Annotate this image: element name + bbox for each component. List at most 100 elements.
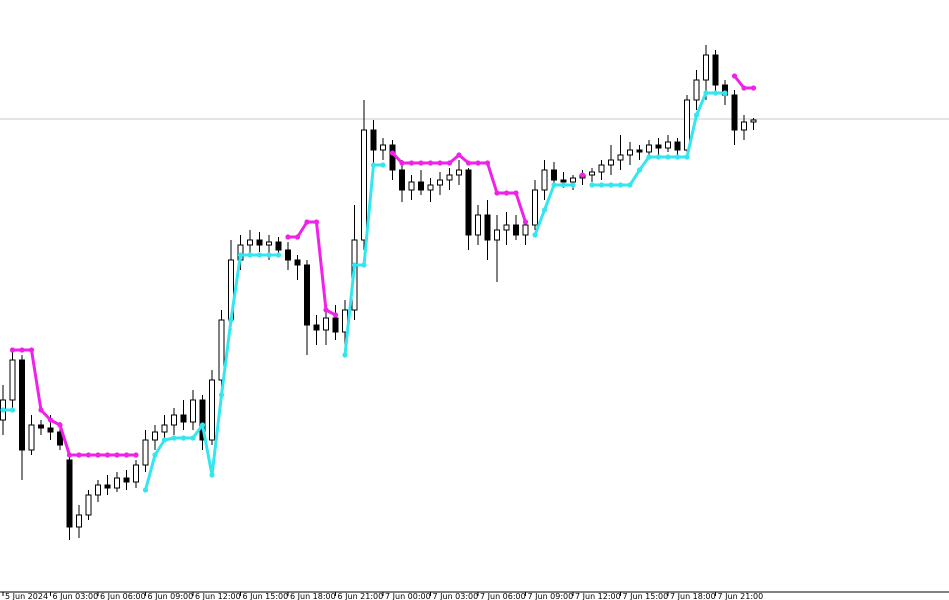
candle-body bbox=[693, 79, 700, 101]
candle-body bbox=[589, 171, 595, 176]
trend-dot bbox=[57, 422, 63, 428]
candle-body bbox=[750, 119, 757, 123]
candle-body bbox=[199, 399, 206, 441]
candle-body bbox=[28, 424, 35, 451]
trend-dot bbox=[237, 252, 244, 258]
candle-body bbox=[494, 229, 500, 241]
candle-body bbox=[475, 214, 481, 236]
candle-body bbox=[446, 174, 453, 181]
trend-dot bbox=[47, 417, 54, 423]
candle-body bbox=[741, 121, 747, 131]
trend-dot bbox=[418, 160, 424, 166]
trend-dot bbox=[361, 262, 367, 268]
trend-dot bbox=[446, 160, 453, 166]
trend-dot bbox=[551, 182, 557, 188]
candle-body bbox=[161, 424, 168, 433]
trend-line bbox=[12, 75, 754, 457]
x-tick-label: 6 Jun 15:00 bbox=[243, 592, 289, 600]
trend-dot bbox=[541, 207, 548, 213]
trend-dot bbox=[123, 452, 130, 458]
trend-dot bbox=[9, 347, 16, 353]
trend-dot bbox=[370, 162, 377, 168]
x-tick-label: 6 Jun 03:00 bbox=[53, 592, 99, 600]
candle-body bbox=[408, 181, 415, 191]
candle-body bbox=[85, 494, 92, 516]
trend-dot bbox=[85, 452, 92, 458]
trend-dot bbox=[484, 160, 491, 166]
candle-body bbox=[171, 414, 177, 426]
trend-dot bbox=[199, 422, 206, 428]
trend-dot bbox=[323, 307, 329, 313]
candle-body bbox=[47, 427, 54, 433]
trend-dot bbox=[674, 154, 681, 160]
candle-body bbox=[152, 431, 158, 441]
candle-body bbox=[513, 224, 519, 236]
trend-dot bbox=[247, 252, 253, 258]
trend-dot bbox=[579, 172, 586, 178]
trend-dot bbox=[275, 252, 282, 258]
trend-dot bbox=[76, 452, 82, 458]
trend-dot bbox=[389, 150, 396, 156]
candle-body bbox=[104, 484, 111, 489]
trend-dot bbox=[161, 437, 168, 443]
trend-dot bbox=[180, 435, 187, 441]
trend-dot bbox=[570, 182, 576, 188]
candle-body bbox=[427, 184, 434, 191]
trend-dot bbox=[285, 234, 291, 240]
candle-body bbox=[522, 224, 529, 236]
trend-dot bbox=[142, 487, 149, 493]
trend-dot bbox=[133, 452, 139, 458]
trend-dot bbox=[218, 392, 225, 398]
trend-dot bbox=[494, 190, 500, 196]
trend-dot bbox=[114, 452, 120, 458]
trend-dot bbox=[209, 472, 215, 478]
trend-dot bbox=[351, 262, 358, 268]
trend-dot bbox=[399, 160, 405, 166]
trend-dot bbox=[0, 407, 6, 413]
trend-dot bbox=[617, 182, 624, 188]
candle-body bbox=[114, 477, 120, 489]
trend-dot bbox=[693, 112, 700, 118]
candle-body bbox=[389, 144, 396, 171]
trend-dot bbox=[313, 219, 320, 225]
trend-dot bbox=[190, 435, 196, 441]
trend-dot bbox=[712, 90, 719, 96]
x-tick-label: 7 Jun 09:00 bbox=[528, 592, 574, 600]
trend-dot bbox=[380, 162, 386, 168]
candle-body bbox=[304, 264, 310, 326]
trend-dot bbox=[646, 154, 652, 160]
candle-body bbox=[560, 179, 567, 183]
x-tick-label: 7 Jun 03:00 bbox=[433, 592, 479, 600]
candle-body bbox=[95, 484, 101, 496]
candle-body bbox=[674, 141, 681, 151]
trend-dot bbox=[408, 160, 415, 166]
trend-dot bbox=[636, 167, 643, 173]
trend-dot bbox=[608, 182, 614, 188]
trend-dot bbox=[38, 407, 44, 413]
trend-dot bbox=[19, 347, 25, 353]
candle-body bbox=[731, 94, 738, 131]
trend-dot bbox=[741, 85, 747, 91]
trend-dot bbox=[28, 347, 35, 353]
candle-body bbox=[57, 431, 63, 446]
candle-body bbox=[570, 177, 576, 183]
candle-body bbox=[19, 359, 25, 451]
trend-dot bbox=[750, 85, 757, 91]
trend-dot bbox=[427, 160, 434, 166]
trend-dot bbox=[665, 154, 671, 160]
candle-body bbox=[123, 477, 130, 483]
trend-dot bbox=[228, 317, 234, 323]
x-tick-label: 6 Jun 18:00 bbox=[290, 592, 336, 600]
candle-body bbox=[180, 414, 187, 423]
x-tick-label: 6 Jun 21:00 bbox=[338, 592, 384, 600]
x-tick-label: 7 Jun 06:00 bbox=[480, 592, 526, 600]
x-tick-label: 7 Jun 00:00 bbox=[385, 592, 431, 600]
x-tick-label: 7 Jun 18:00 bbox=[670, 592, 716, 600]
trend-dot bbox=[465, 160, 472, 166]
candle-body bbox=[38, 424, 44, 429]
trend-dot bbox=[95, 452, 101, 458]
candle-body bbox=[636, 149, 643, 153]
trend-dot bbox=[684, 154, 690, 160]
